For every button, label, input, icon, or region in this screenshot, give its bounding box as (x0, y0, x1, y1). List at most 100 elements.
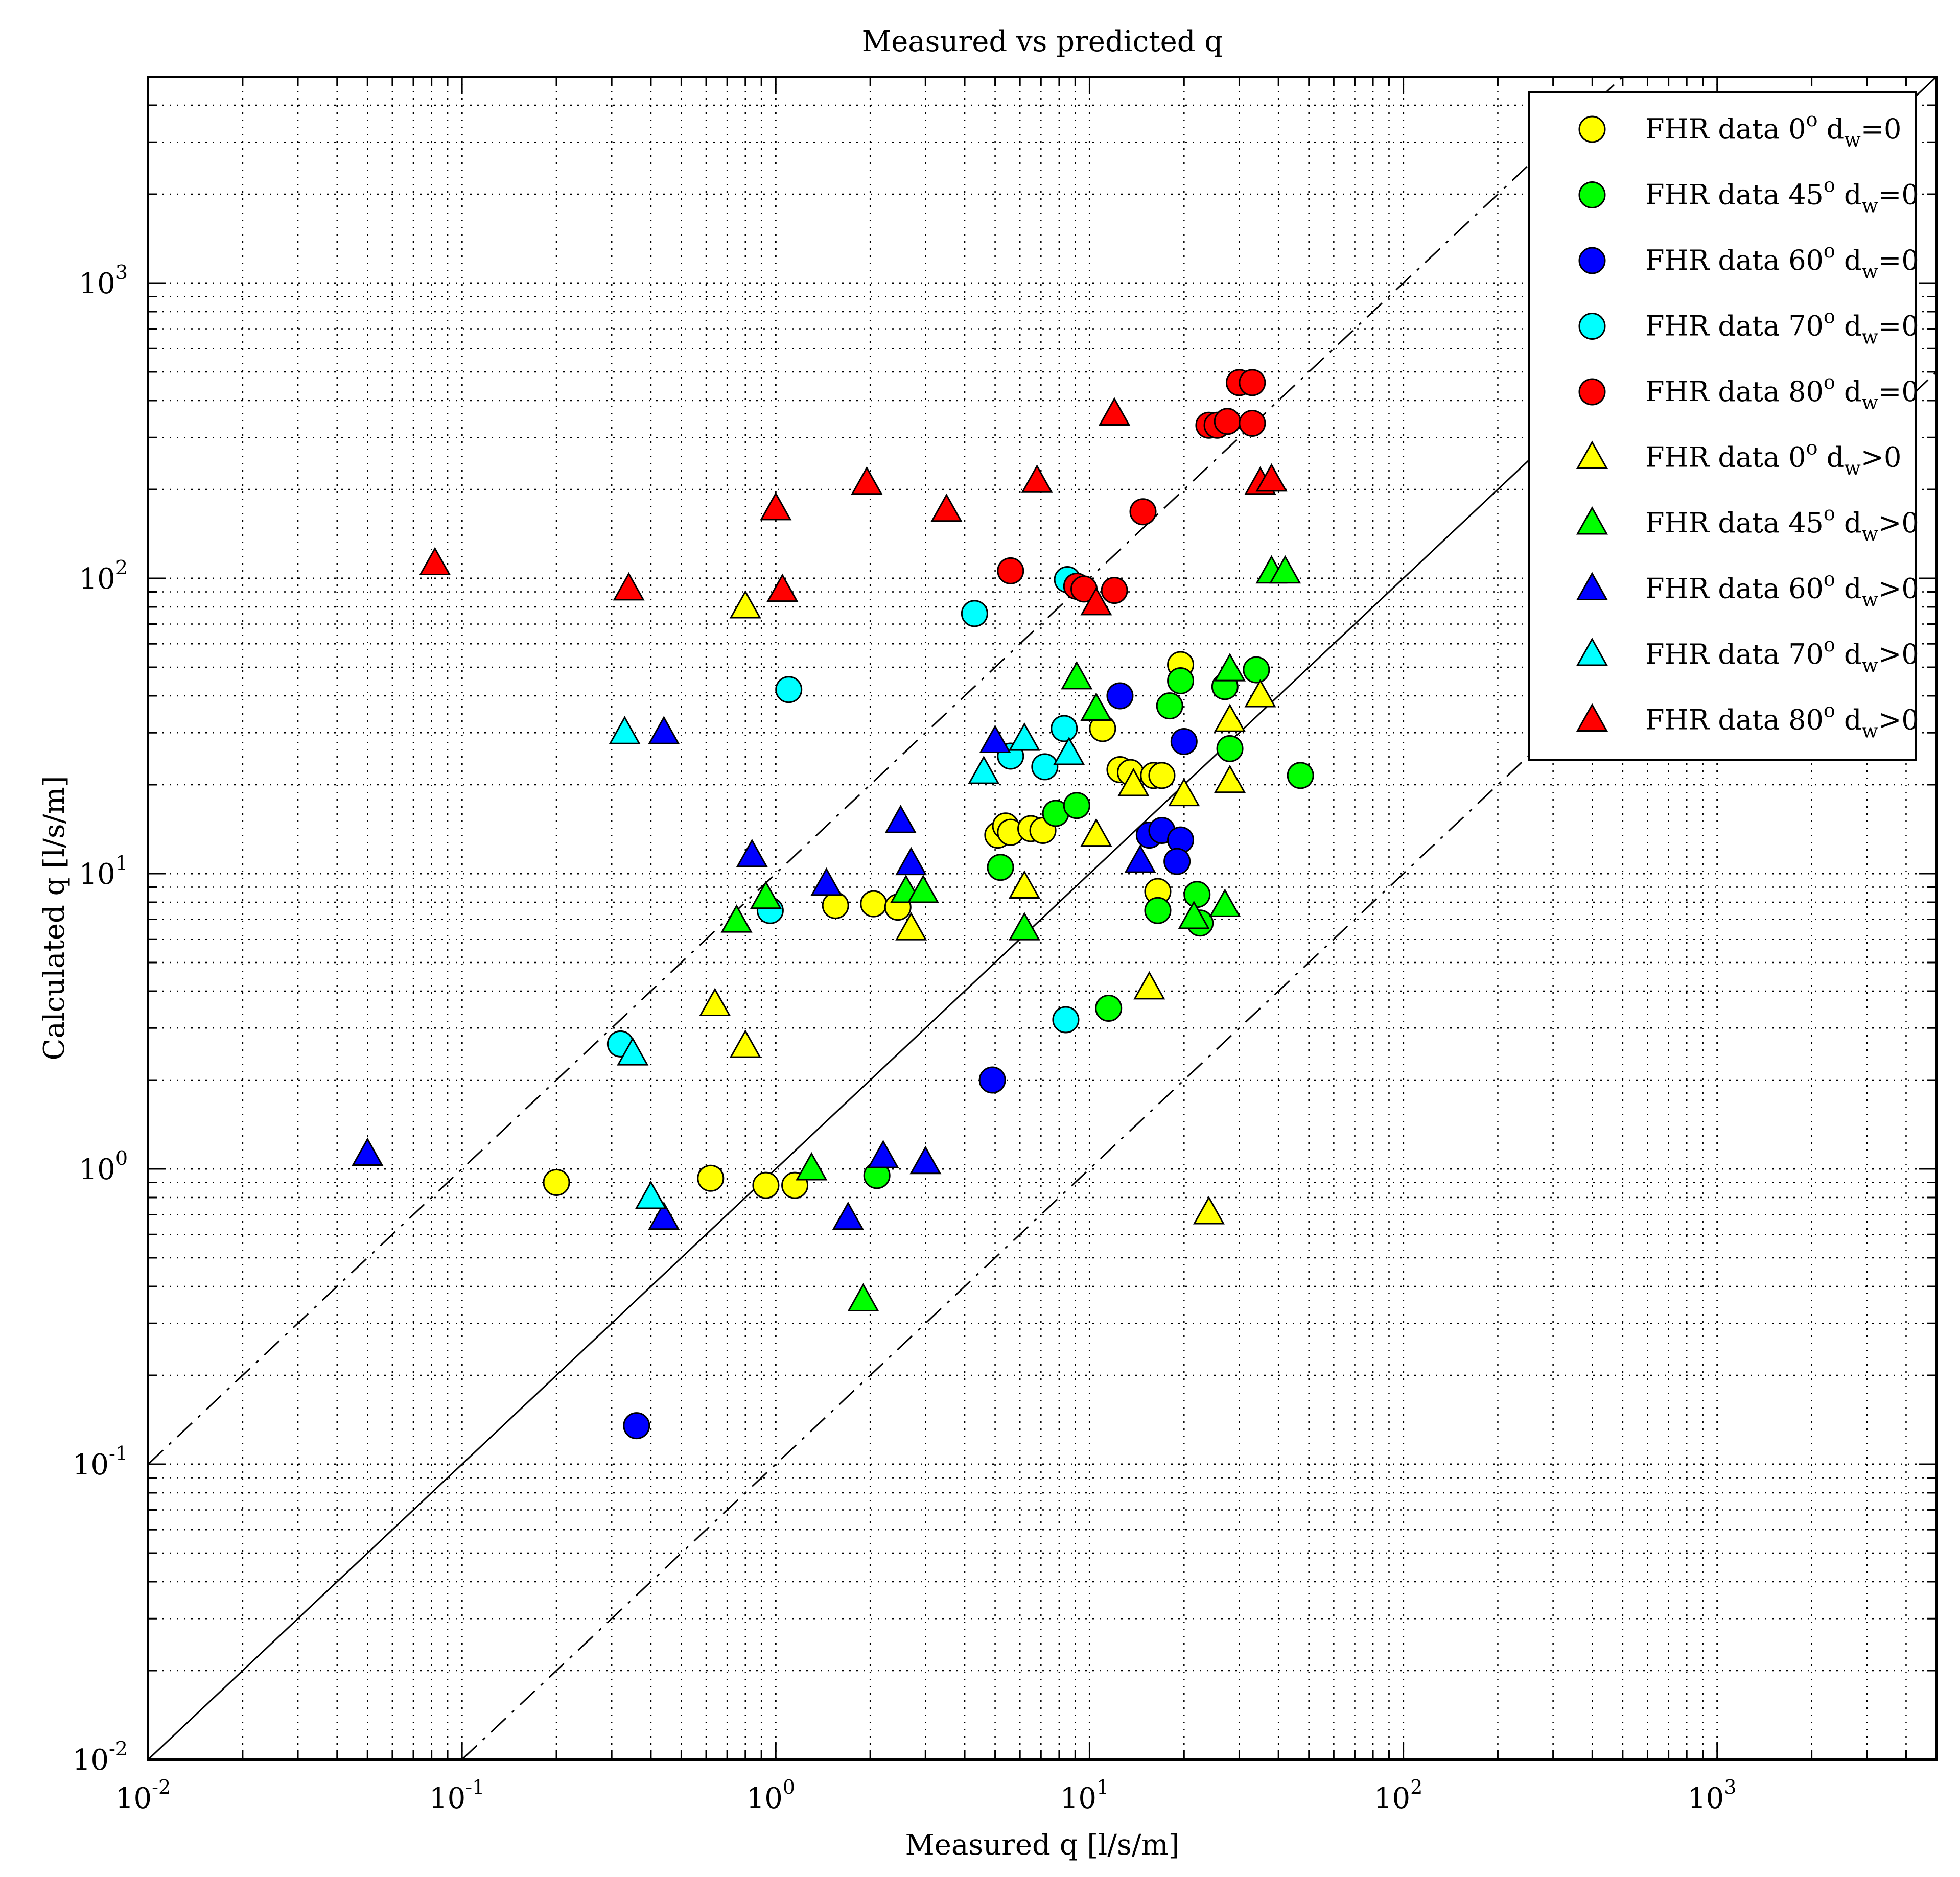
data-point-circle (1063, 792, 1090, 819)
legend-marker (1576, 572, 1608, 600)
data-point-triangle (1021, 464, 1053, 493)
data-point-circle (1051, 715, 1078, 742)
data-point-triangle (1269, 555, 1301, 584)
data-point-triangle (1193, 1195, 1225, 1225)
data-point-circle (1144, 897, 1172, 924)
data-point-circle (543, 1168, 570, 1196)
data-point-triangle (750, 880, 782, 909)
data-point-triangle (766, 573, 799, 602)
data-point-triangle (1080, 586, 1112, 616)
legend-marker (1576, 637, 1608, 666)
series-7-points (352, 716, 1156, 1230)
data-point-triangle (1255, 463, 1288, 492)
data-point-circle (1216, 735, 1244, 762)
data-point-circle (1243, 656, 1270, 684)
data-point-triangle (1053, 736, 1085, 765)
series-5-points (699, 590, 1276, 1225)
data-point-triangle (729, 1029, 761, 1058)
data-point-triangle (613, 572, 645, 601)
data-point-circle (987, 854, 1014, 881)
data-point-triangle (907, 874, 939, 903)
data-point-triangle (1061, 661, 1093, 690)
data-point-circle (1031, 753, 1059, 781)
data-point-circle (1129, 498, 1157, 526)
data-point-circle (1052, 1006, 1080, 1034)
data-point-triangle (729, 590, 761, 619)
data-point-triangle (930, 493, 963, 522)
data-point-circle (697, 1164, 725, 1192)
data-point-triangle (617, 1037, 649, 1066)
legend-marker (1576, 506, 1608, 535)
data-point-triangle (979, 724, 1011, 754)
data-point-triangle (909, 1145, 942, 1175)
data-point-triangle (1080, 692, 1112, 721)
major-grid (147, 77, 1936, 1761)
data-point-circle (1106, 682, 1134, 710)
data-point-triangle (867, 1140, 899, 1168)
data-point-triangle (1080, 818, 1112, 847)
data-point-triangle (1168, 778, 1200, 807)
series-2-points (623, 682, 1198, 1440)
legend-label: FHR data 45o dw=0 (1645, 174, 1919, 217)
data-point-circle (1101, 577, 1128, 604)
series-8-points (609, 716, 1085, 1209)
data-point-circle (752, 1171, 780, 1199)
data-point-triangle (419, 547, 451, 576)
series-1-points (863, 656, 1314, 1189)
legend-marker (1578, 115, 1606, 143)
legend-marker (1576, 703, 1608, 732)
legend-marker (1578, 313, 1606, 340)
series-4-points (997, 369, 1266, 604)
reference-line-factor-10 (147, 76, 1623, 1465)
data-point-triangle (720, 904, 753, 933)
x-tick-label: 100 (746, 1776, 795, 1815)
data-point-triangle (352, 1137, 384, 1166)
legend-label: FHR data 80o dw=0 (1645, 371, 1919, 414)
data-point-triangle (1133, 971, 1165, 1000)
legend-label: FHR data 0o dw>0 (1645, 437, 1901, 480)
data-point-circle (775, 676, 803, 703)
data-point-circle (1214, 408, 1241, 435)
series-6-points (720, 555, 1301, 1311)
data-point-circle (1239, 369, 1266, 396)
data-point-triangle (1178, 900, 1210, 929)
data-point-triangle (851, 466, 883, 495)
minor-grid (148, 76, 1938, 1759)
data-point-triangle (895, 912, 927, 941)
data-point-triangle (1124, 844, 1156, 873)
data-point-triangle (1008, 722, 1040, 751)
legend-label: FHR data 60o dw>0 (1645, 568, 1919, 611)
data-point-triangle (1214, 703, 1246, 732)
data-point-triangle (847, 1283, 879, 1311)
data-point-triangle (635, 1180, 667, 1209)
data-point-circle (978, 1066, 1006, 1094)
data-point-circle (1183, 881, 1211, 908)
data-point-circle (1156, 692, 1183, 720)
plot-frame (147, 76, 1938, 1761)
y-tick-label: 103 (79, 261, 128, 300)
legend-marker (1578, 247, 1606, 274)
data-point-triangle (796, 1152, 828, 1181)
data-point-triangle (1214, 764, 1246, 793)
data-point-triangle (699, 988, 731, 1016)
data-points (352, 369, 1314, 1440)
data-point-triangle (884, 805, 917, 833)
legend-label: FHR data 45o dw>0 (1645, 502, 1919, 545)
data-point-circle (1163, 848, 1191, 875)
data-point-circle (1148, 762, 1176, 789)
data-point-triangle (810, 867, 843, 896)
data-point-triangle (648, 716, 680, 744)
legend-label: FHR data 70o dw>0 (1645, 634, 1919, 676)
data-point-triangle (1099, 397, 1131, 426)
data-point-triangle (832, 1201, 864, 1230)
data-point-triangle (760, 491, 792, 521)
data-point-circle (1095, 995, 1123, 1022)
data-point-triangle (609, 716, 641, 744)
x-axis-label: Measured q [l/s/m] (905, 1828, 1179, 1862)
legend-label: FHR data 60o dw=0 (1645, 240, 1919, 283)
series-9-points (419, 397, 1288, 616)
data-point-circle (997, 557, 1024, 584)
data-point-circle (961, 600, 988, 627)
data-point-circle (1287, 762, 1314, 789)
